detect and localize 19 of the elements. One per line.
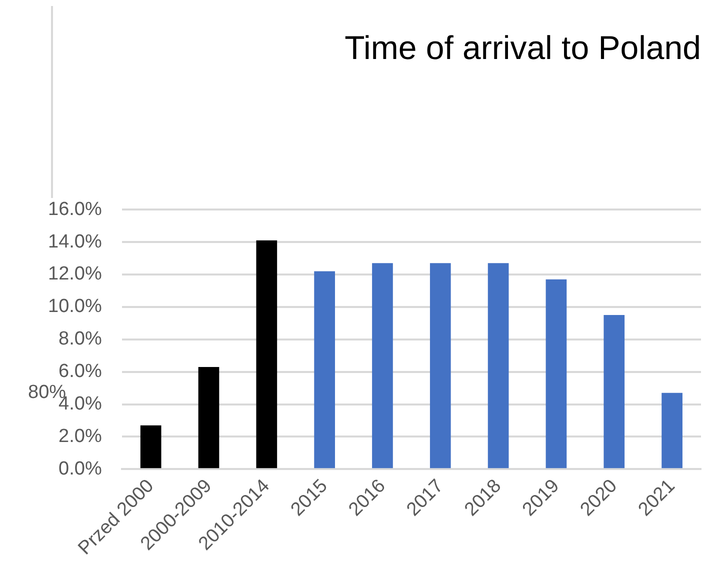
- bar: [488, 263, 509, 468]
- y-tick-label: 8.0%: [58, 328, 102, 350]
- y-tick-label: 14.0%: [48, 231, 102, 252]
- chart-title: Time of arrival to Poland: [344, 28, 701, 66]
- bar: [372, 263, 393, 468]
- bar: [430, 263, 451, 468]
- y-tick-label: 10.0%: [48, 296, 102, 318]
- y-tick-label: 12.0%: [48, 264, 102, 285]
- bar: [604, 315, 625, 468]
- bar: [546, 279, 567, 468]
- bar: [314, 271, 335, 468]
- bar: [662, 392, 682, 468]
- y-tick-label: 0.0%: [58, 458, 102, 480]
- y-tick-label: 6.0%: [58, 361, 102, 382]
- y-tick-label: 2.0%: [58, 426, 102, 447]
- y-tick-label: 16.0%: [48, 198, 102, 220]
- bar: [256, 240, 278, 468]
- bar: [198, 366, 220, 468]
- bar: [140, 425, 162, 468]
